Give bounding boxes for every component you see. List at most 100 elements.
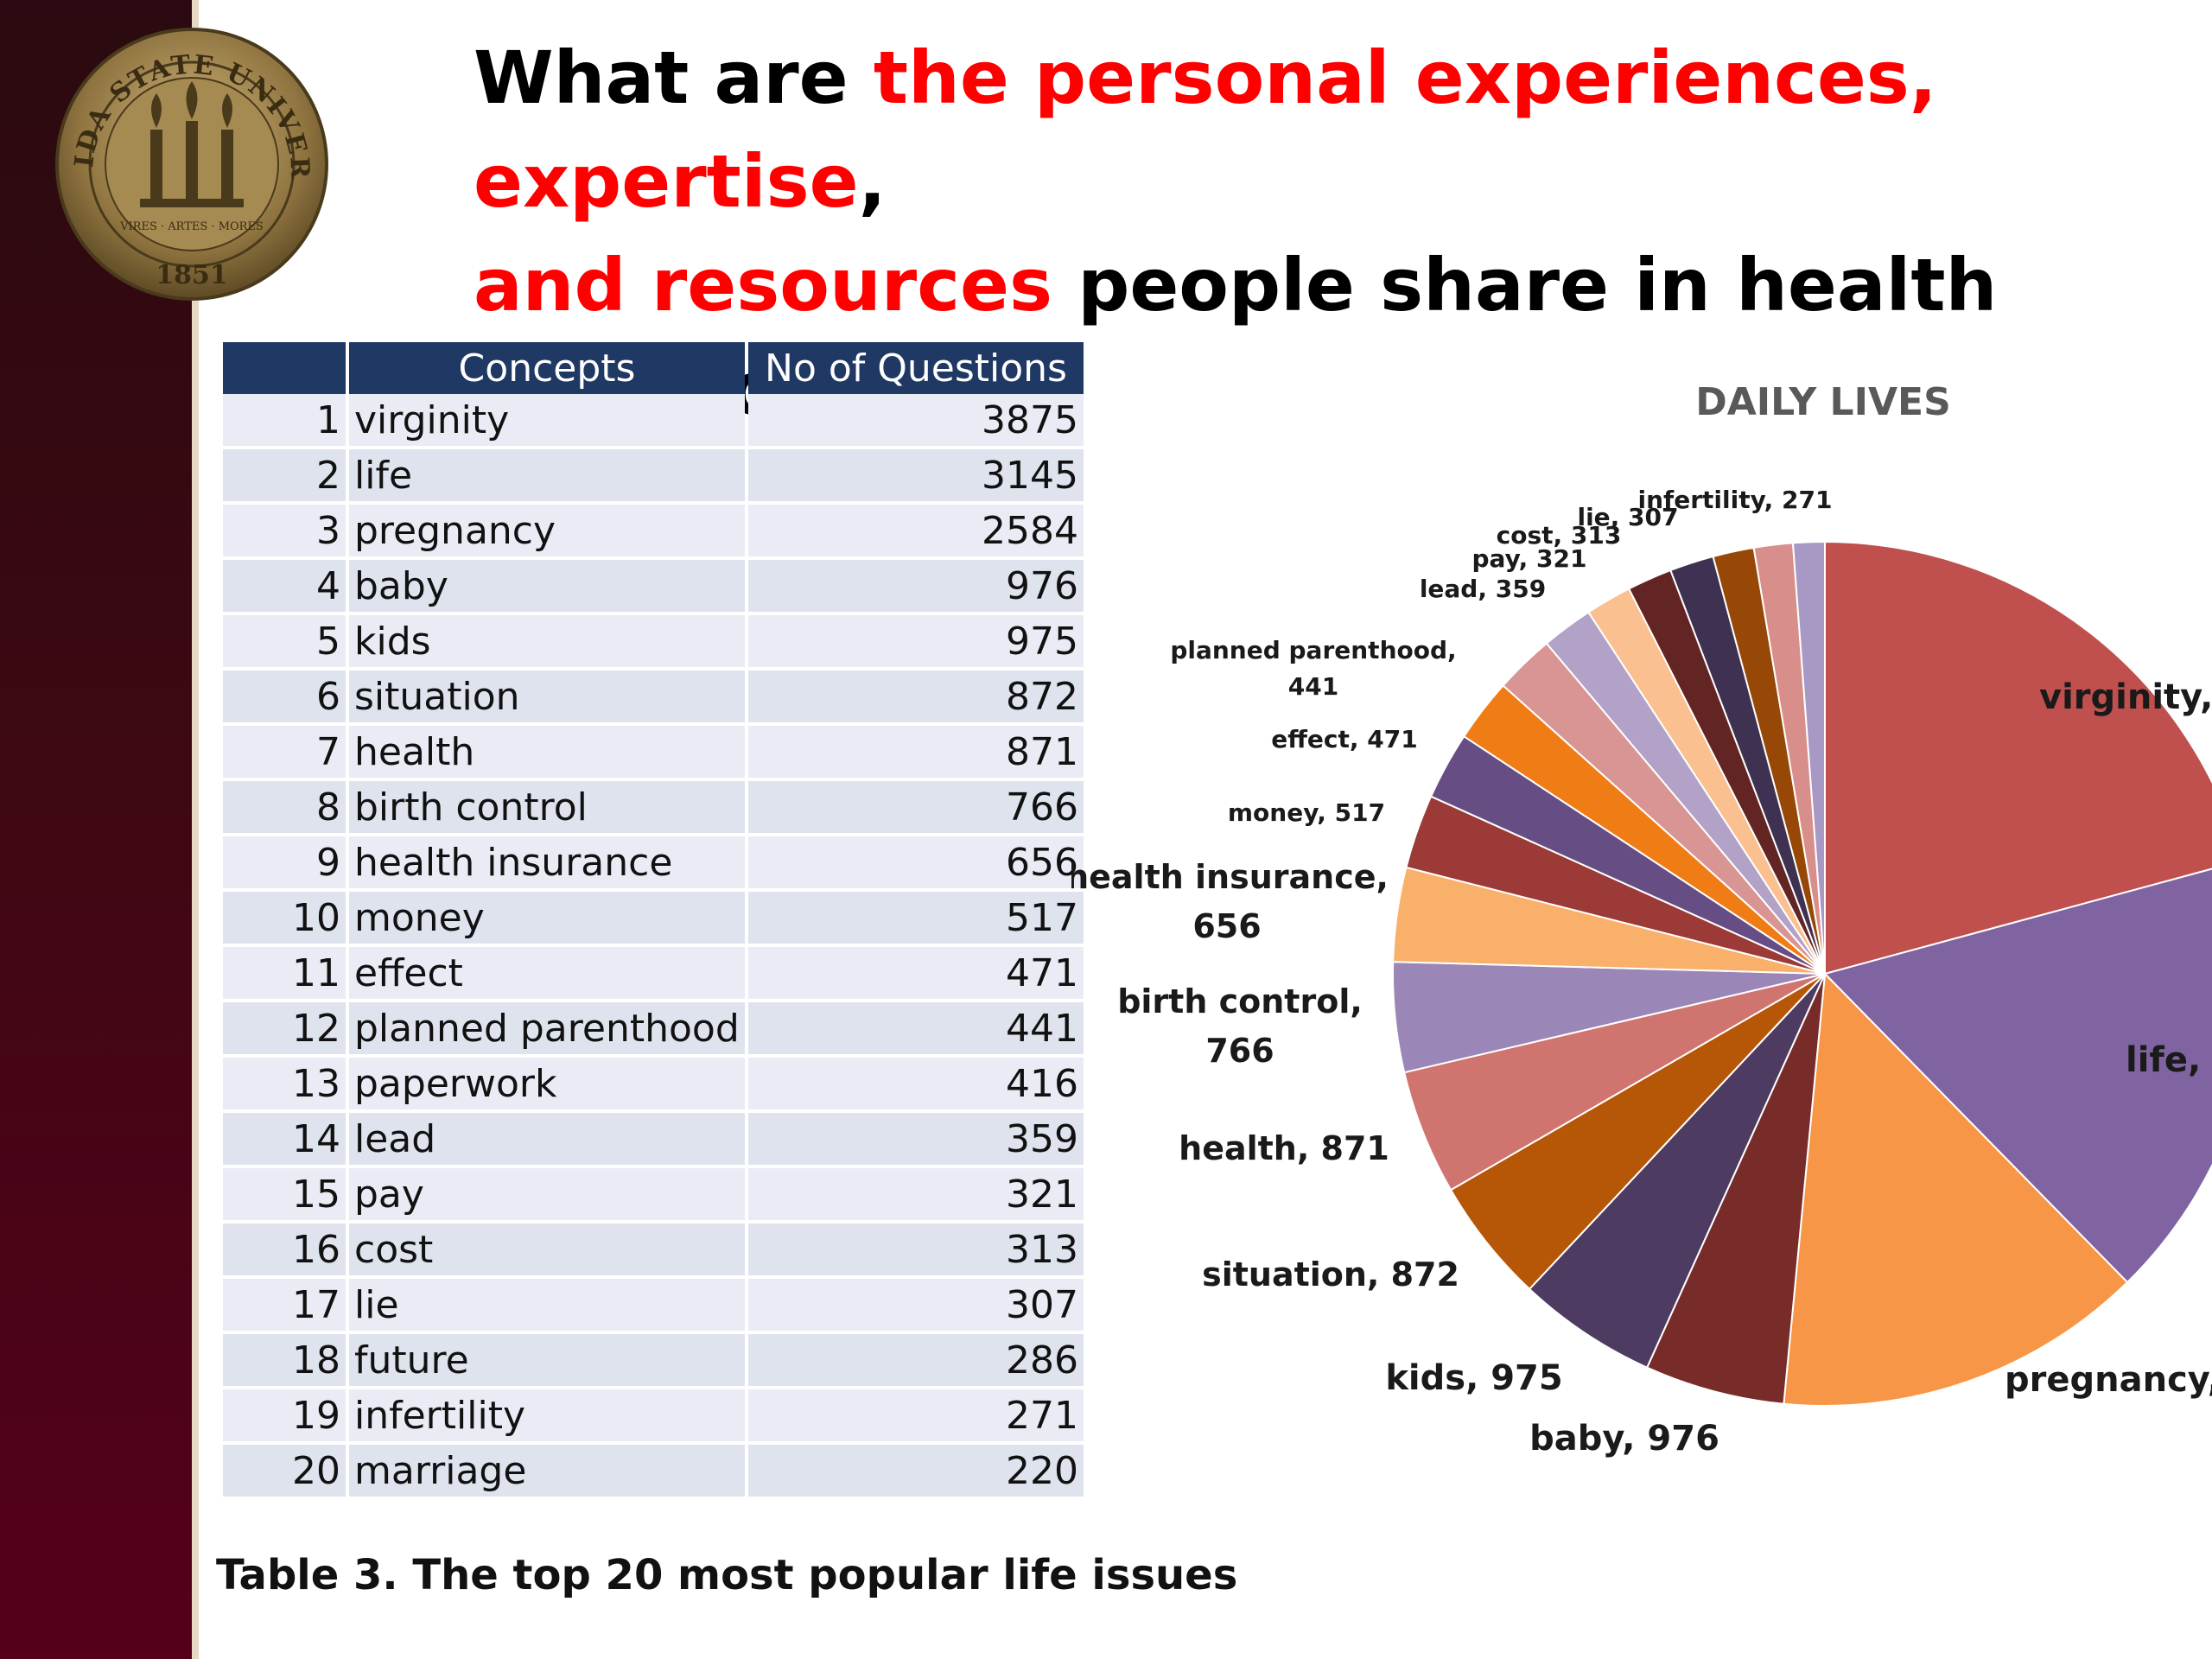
row-concept: paperwork [349, 1058, 745, 1113]
table-row: 7 health 871 [223, 726, 1084, 781]
row-count: 975 [748, 615, 1084, 671]
row-rank: 8 [223, 781, 346, 836]
row-rank: 20 [223, 1445, 346, 1500]
row-rank: 11 [223, 947, 346, 1002]
row-rank: 6 [223, 671, 346, 726]
sidebar-divider [192, 0, 199, 1659]
table-row: 19 infertility 271 [223, 1389, 1084, 1445]
row-concept: effect [349, 947, 745, 1002]
row-count: 307 [748, 1279, 1084, 1334]
table-row: 15 pay 321 [223, 1168, 1084, 1224]
row-count: 517 [748, 892, 1084, 947]
pie-slice-label: baby, 976 [1529, 1419, 1719, 1459]
pie-slice [1824, 540, 2212, 976]
university-seal: FLORIDA STATE UNIVERSITY VIRES · ARTES ·… [54, 26, 328, 301]
title-part-2: , [858, 139, 887, 224]
row-count: 656 [748, 836, 1084, 892]
row-rank: 10 [223, 892, 346, 947]
row-rank: 7 [223, 726, 346, 781]
row-concept: situation [349, 671, 745, 726]
svg-text:VIRES · ARTES · MORES: VIRES · ARTES · MORES [119, 220, 264, 233]
row-concept: health [349, 726, 745, 781]
pie-slice-label: life, 3145 [2126, 1040, 2212, 1080]
row-rank: 2 [223, 449, 346, 505]
table-header-row: Concepts No of Questions [223, 342, 1084, 394]
table-row: 16 cost 313 [223, 1224, 1084, 1279]
row-concept: cost [349, 1224, 745, 1279]
table-caption: Table 3. The top 20 most popular life is… [216, 1551, 1238, 1599]
table-row: 1 virginity 3875 [223, 394, 1084, 449]
table-row: 3 pregnancy 2584 [223, 505, 1084, 560]
pie-slice [1791, 540, 1826, 975]
header-count: No of Questions [748, 342, 1084, 394]
table-row: 6 situation 872 [223, 671, 1084, 726]
pie-slice [1823, 868, 2212, 1284]
pie-slice-label: lie, 307 [1577, 503, 1678, 531]
row-count: 871 [748, 726, 1084, 781]
row-concept: marriage [349, 1445, 745, 1500]
row-concept: pay [349, 1168, 745, 1224]
pie-slice [1645, 973, 1826, 1405]
table-row: 20 marriage 220 [223, 1445, 1084, 1500]
row-count: 313 [748, 1224, 1084, 1279]
row-count: 441 [748, 1002, 1084, 1058]
row-count: 286 [748, 1334, 1084, 1389]
pie-slice-label: money, 517 [1228, 798, 1385, 827]
svg-text:1851: 1851 [156, 260, 228, 290]
row-count: 3875 [748, 394, 1084, 449]
title-highlight-2: and resources [474, 243, 1052, 327]
row-concept: pregnancy [349, 505, 745, 560]
row-rank: 18 [223, 1334, 346, 1389]
table-row: 12 planned parenthood 441 [223, 1002, 1084, 1058]
row-concept: planned parenthood [349, 1002, 745, 1058]
table-row: 13 paperwork 416 [223, 1058, 1084, 1113]
table-row: 5 kids 975 [223, 615, 1084, 671]
pie-slice-label: planned parenthood, 441 [1170, 636, 1456, 701]
table-row: 4 baby 976 [223, 560, 1084, 615]
row-concept: money [349, 892, 745, 947]
row-count: 416 [748, 1058, 1084, 1113]
row-rank: 12 [223, 1002, 346, 1058]
row-count: 359 [748, 1113, 1084, 1168]
row-count: 2584 [748, 505, 1084, 560]
pie-slice-label: lead, 359 [1420, 575, 1546, 603]
row-rank: 19 [223, 1389, 346, 1445]
pie-slice-label: cost, 313 [1497, 521, 1622, 550]
row-concept: virginity [349, 394, 745, 449]
pie-slice-label: infertility, 271 [1638, 486, 1833, 514]
row-rank: 16 [223, 1224, 346, 1279]
pie-slice-label: situation, 872 [1202, 1255, 1459, 1294]
row-rank: 9 [223, 836, 346, 892]
title-part-1: What are [474, 35, 874, 120]
row-concept: birth control [349, 781, 745, 836]
table-row: 14 lead 359 [223, 1113, 1084, 1168]
row-rank: 15 [223, 1168, 346, 1224]
row-concept: health insurance [349, 836, 745, 892]
row-count: 271 [748, 1389, 1084, 1445]
row-rank: 5 [223, 615, 346, 671]
row-concept: life [349, 449, 745, 505]
table-row: 8 birth control 766 [223, 781, 1084, 836]
pie-slice-label: pregnancy, 2584 [2005, 1360, 2212, 1400]
pie-slice-label: pay, 321 [1472, 544, 1587, 573]
row-rank: 4 [223, 560, 346, 615]
row-concept: future [349, 1334, 745, 1389]
pie-slice-label: health, 871 [1179, 1129, 1389, 1167]
pie-chart: virginity, 3875 life, 3145 pregnancy, 2584… [1071, 486, 2212, 1459]
pie-slice [1783, 971, 2129, 1407]
header-concepts: Concepts [349, 342, 745, 394]
row-concept: infertility [349, 1389, 745, 1445]
table-row: 18 future 286 [223, 1334, 1084, 1389]
row-rank: 3 [223, 505, 346, 560]
pie-slice [1528, 973, 1826, 1369]
row-count: 872 [748, 671, 1084, 726]
pie-slice-label: birth control, 766 [1117, 982, 1363, 1070]
row-concept: lie [349, 1279, 745, 1334]
concepts-table: Concepts No of Questions 1 virginity 3875 2… [219, 342, 1087, 1500]
table-row: 10 money 517 [223, 892, 1084, 947]
row-count: 766 [748, 781, 1084, 836]
pie-slice-label: effect, 471 [1271, 725, 1417, 753]
row-count: 3145 [748, 449, 1084, 505]
row-concept: kids [349, 615, 745, 671]
row-concept: baby [349, 560, 745, 615]
